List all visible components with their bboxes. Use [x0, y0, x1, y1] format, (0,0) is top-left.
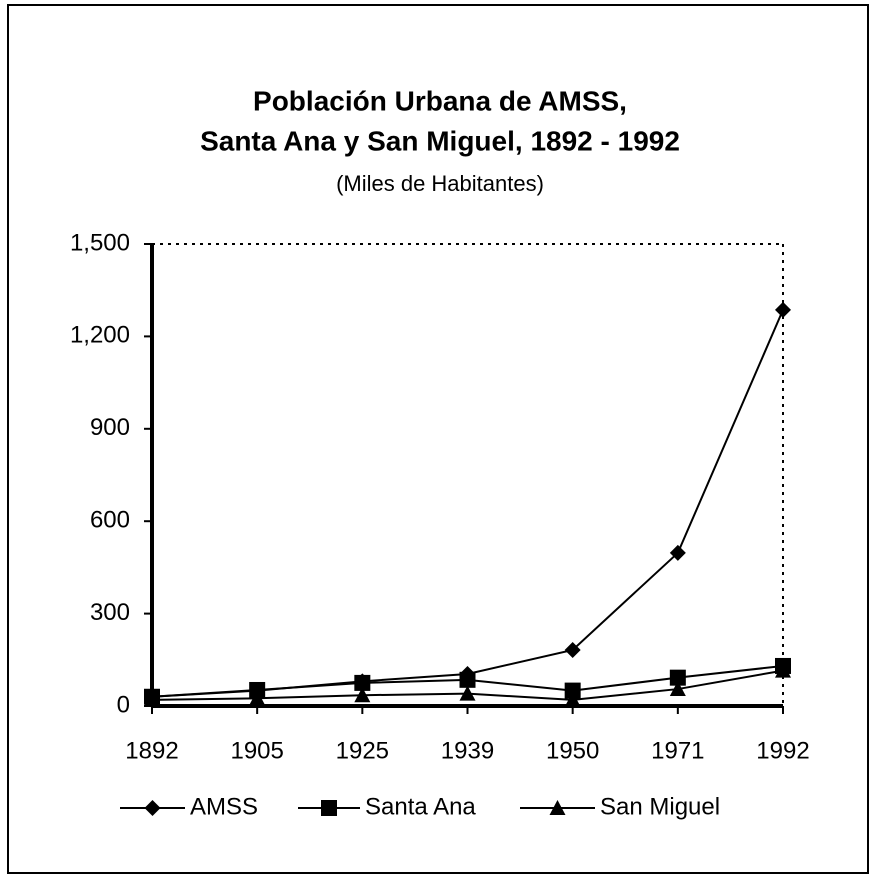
x-tick-label: 1905 [230, 737, 283, 764]
x-tick-label: 1939 [441, 737, 494, 764]
legend-label: AMSS [190, 793, 258, 820]
marker [564, 691, 581, 707]
marker [669, 544, 686, 561]
marker [249, 681, 266, 698]
x-tick-label: 1992 [756, 737, 809, 764]
chart-title: Santa Ana y San Miguel, 1892 - 1992 [200, 125, 680, 156]
x-tick-label: 1971 [651, 737, 704, 764]
chart-title: Población Urbana de AMSS, [253, 85, 627, 116]
y-tick-label: 1,500 [70, 229, 130, 256]
y-tick-label: 0 [117, 691, 130, 718]
marker [459, 671, 476, 688]
x-tick-label: 1925 [336, 737, 389, 764]
marker [249, 690, 266, 706]
x-tick-label: 1950 [546, 737, 599, 764]
legend-marker [144, 800, 161, 816]
chart-subtitle: (Miles de Habitantes) [336, 171, 544, 196]
legend-label: Santa Ana [365, 793, 476, 820]
marker [669, 669, 686, 686]
legend-marker [321, 800, 337, 816]
marker [775, 662, 791, 678]
marker [144, 691, 160, 707]
y-tick-label: 300 [90, 599, 130, 626]
marker [564, 641, 581, 658]
marker [669, 681, 686, 697]
x-tick-label: 1892 [125, 737, 178, 764]
marker [775, 301, 791, 318]
marker [459, 685, 476, 701]
legend-marker [549, 800, 566, 815]
y-tick-label: 1,200 [70, 322, 130, 349]
legend-label: San Miguel [600, 793, 720, 820]
y-tick-label: 600 [90, 507, 130, 534]
marker [354, 687, 371, 703]
marker [354, 674, 371, 691]
marker [564, 682, 581, 699]
y-tick-label: 900 [90, 414, 130, 441]
